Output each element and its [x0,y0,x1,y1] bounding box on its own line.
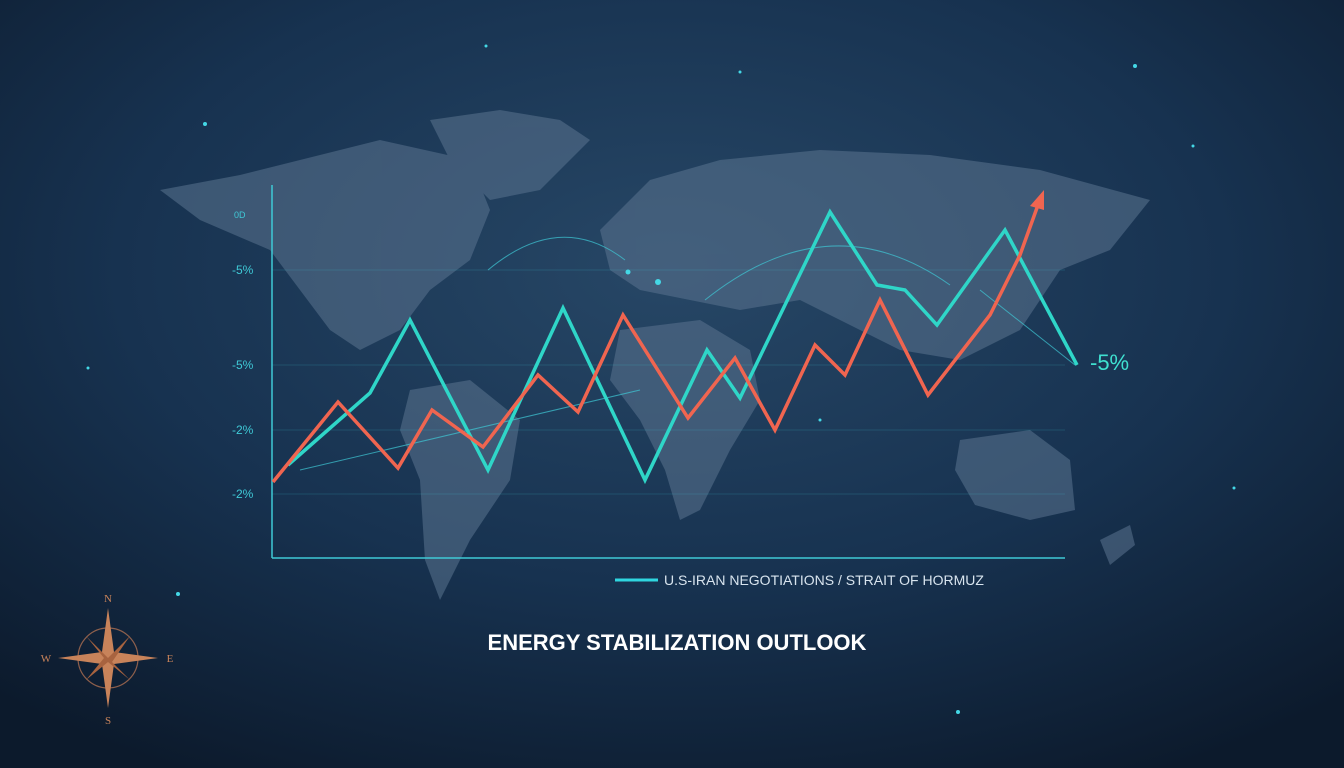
title: ENERGY STABILIZATION OUTLOOK [488,630,867,655]
legend-label: U.S-IRAN NEGOTIATIONS / STRAIT OF HORMUZ [664,572,984,588]
axis-label: -2% [232,487,254,501]
axis-label: -5% [232,263,254,277]
red-line [271,204,1040,484]
axis-label: 0D [234,210,246,220]
arrow-head [1030,190,1044,210]
compass-n: N [104,593,112,605]
compass-s: S [105,715,111,727]
compass-w: W [41,653,52,665]
compass-e: E [167,653,174,665]
end-label: -5% [1090,350,1129,375]
axis-label: -5% [232,358,254,372]
compass: N E S W [41,593,174,727]
axis-label: -2% [232,423,254,437]
stars [86,44,1236,714]
